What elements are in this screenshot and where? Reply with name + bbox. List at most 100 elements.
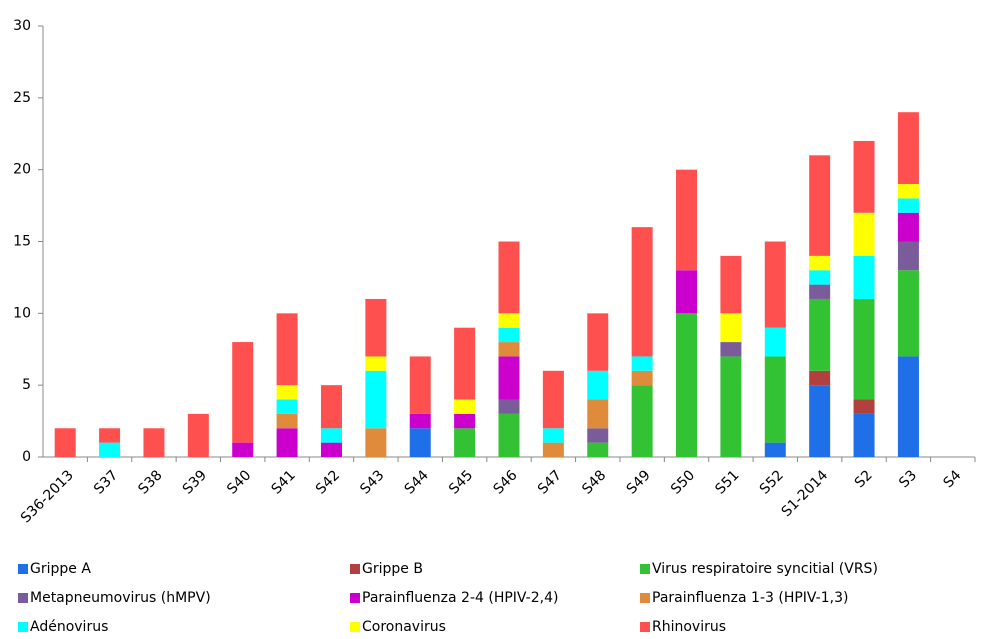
bar-segment — [409, 428, 431, 457]
legend-label: Parainfluenza 1-3 (HPIV-1,3) — [652, 590, 848, 606]
legend-swatch — [640, 564, 650, 574]
bar-segment — [587, 442, 609, 457]
x-tick-label: S48 — [579, 467, 609, 497]
bar-segment — [365, 428, 387, 457]
bar-segment — [409, 413, 431, 429]
legend-label: Rhinovirus — [652, 619, 726, 635]
bar-segment — [454, 399, 476, 414]
bar-segment — [454, 327, 476, 400]
bar-segment — [320, 442, 342, 457]
x-tick-label: S40 — [224, 467, 254, 497]
legend-label: Coronavirus — [362, 619, 446, 635]
x-tick-label: S39 — [180, 467, 210, 497]
legend-swatch — [18, 564, 28, 574]
x-tick-label: S38 — [135, 467, 165, 497]
bar-segment — [764, 241, 786, 328]
bar-segment — [897, 184, 919, 199]
bar-segment — [498, 241, 520, 314]
x-tick-label: S42 — [313, 467, 343, 497]
legend-swatch — [350, 622, 360, 632]
bar-segment — [853, 255, 875, 299]
bar-segment — [631, 227, 653, 357]
x-tick-label: S43 — [357, 467, 387, 497]
bar-segment — [897, 241, 919, 271]
bar-segment — [764, 442, 786, 457]
bar-segment — [631, 356, 653, 371]
bar-segment — [587, 370, 609, 400]
y-tick-label: 10 — [13, 305, 31, 321]
bar-segment — [454, 428, 476, 457]
x-tick-label: S44 — [402, 467, 432, 497]
y-tick-label: 30 — [13, 18, 31, 34]
bar-segment — [897, 270, 919, 357]
bar-segment — [720, 255, 742, 314]
legend-label: Metapneumovirus (hMPV) — [30, 590, 211, 606]
bar-segment — [853, 413, 875, 457]
bar-segment — [631, 385, 653, 457]
x-tick-label: S49 — [624, 467, 654, 497]
bar-segment — [676, 270, 698, 314]
bar-segment — [542, 370, 564, 429]
bar-segment — [276, 399, 298, 414]
bar-segment — [54, 428, 76, 457]
bar-segment — [897, 112, 919, 185]
bar-segment — [676, 313, 698, 457]
x-tick-label: S46 — [490, 467, 520, 497]
bar-segment — [276, 313, 298, 386]
bar-segment — [498, 399, 520, 414]
x-tick-label: S45 — [446, 467, 476, 497]
legend-label: Parainfluenza 2-4 (HPIV-2,4) — [362, 590, 558, 606]
bar-segment — [542, 428, 564, 443]
x-tick-label: S3 — [896, 467, 920, 491]
bar-segment — [676, 169, 698, 271]
bar-segment — [809, 370, 831, 386]
bar-segment — [320, 385, 342, 429]
bar-segment — [897, 212, 919, 242]
bar-segment — [853, 212, 875, 256]
x-tick-label: S2 — [852, 467, 876, 491]
legend-swatch — [640, 593, 650, 603]
bar-segment — [809, 298, 831, 371]
bar-segment — [276, 413, 298, 429]
bar-segment — [720, 356, 742, 457]
bar-segment — [276, 385, 298, 400]
legend-swatch — [350, 593, 360, 603]
bar-segment — [187, 413, 209, 457]
bar-segment — [809, 155, 831, 256]
bar-segment — [587, 428, 609, 443]
bar-segment — [232, 342, 254, 443]
bar-segment — [897, 198, 919, 213]
bar-segment — [409, 356, 431, 414]
bar-segment — [809, 385, 831, 457]
legend-label: Adénovirus — [30, 619, 108, 635]
legend-swatch — [640, 622, 650, 632]
bar-segment — [853, 298, 875, 400]
x-tick-label: S50 — [668, 467, 698, 497]
y-tick-label: 15 — [13, 234, 31, 250]
x-tick-label: S4 — [941, 467, 965, 491]
bar-segment — [365, 370, 387, 429]
bar-segment — [631, 370, 653, 386]
bar-segment — [809, 255, 831, 271]
bar-segment — [454, 413, 476, 429]
bar-segment — [498, 342, 520, 357]
x-tick-label: S52 — [757, 467, 787, 497]
legend-label: Virus respiratoire syncitial (VRS) — [652, 561, 878, 577]
bar-segment — [764, 327, 786, 357]
bar-segment — [320, 428, 342, 443]
x-tick-label: S37 — [91, 467, 121, 497]
x-tick-label: S51 — [712, 467, 742, 497]
bar-segment — [809, 270, 831, 285]
bar-segment — [764, 356, 786, 443]
legend-label: Grippe A — [30, 561, 91, 577]
bar-segment — [720, 342, 742, 357]
bar-segment — [853, 140, 875, 213]
x-tick-label: S1-2014 — [779, 467, 832, 520]
legend-label: Grippe B — [362, 561, 423, 577]
bar-segment — [897, 356, 919, 457]
legend-swatch — [350, 564, 360, 574]
y-tick-label: 20 — [13, 162, 31, 178]
bar-segment — [720, 313, 742, 343]
bar-segment — [498, 313, 520, 328]
